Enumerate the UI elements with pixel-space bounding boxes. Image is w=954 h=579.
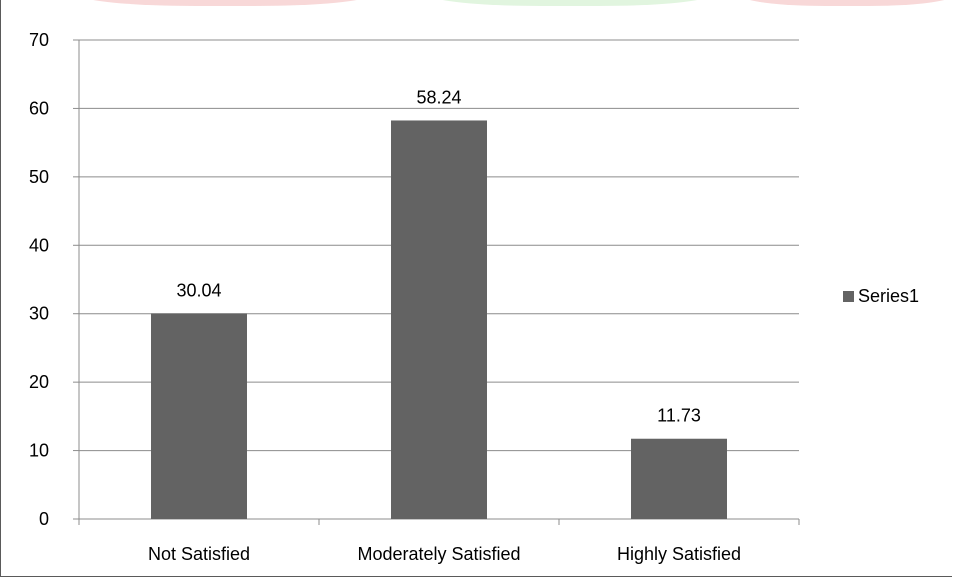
- legend-swatch: [843, 291, 854, 302]
- y-tick-label: 60: [29, 98, 49, 118]
- legend: Series1: [843, 286, 919, 306]
- category-labels: Not Satisfied Moderately Satisfied Highly …: [148, 544, 741, 564]
- y-tick-label: 10: [29, 441, 49, 461]
- category-label: Highly Satisfied: [617, 544, 741, 564]
- decor-blob-red-right: [740, 0, 954, 6]
- y-tick-labels: 0 10 20 30 40 50 60 70: [29, 30, 49, 529]
- y-tick-label: 30: [29, 304, 49, 324]
- bar: [151, 313, 247, 519]
- y-tick-label: 70: [29, 30, 49, 50]
- bar: [631, 438, 727, 519]
- category-label: Not Satisfied: [148, 544, 250, 564]
- data-labels: 30.04 58.24 11.73: [176, 87, 700, 425]
- bars: [151, 120, 727, 520]
- data-label: 58.24: [416, 87, 461, 107]
- legend-label: Series1: [858, 286, 919, 306]
- data-label: 30.04: [176, 280, 221, 300]
- top-decoration: [0, 0, 954, 7]
- y-tick-label: 0: [39, 509, 49, 529]
- y-tick-label: 40: [29, 235, 49, 255]
- data-label: 11.73: [657, 406, 701, 426]
- decor-blob-green: [430, 0, 710, 6]
- y-tick-label: 20: [29, 372, 49, 392]
- decor-blob-red-left: [80, 0, 370, 6]
- y-tick-label: 50: [29, 167, 49, 187]
- bar: [391, 120, 487, 520]
- category-label: Moderately Satisfied: [357, 544, 520, 564]
